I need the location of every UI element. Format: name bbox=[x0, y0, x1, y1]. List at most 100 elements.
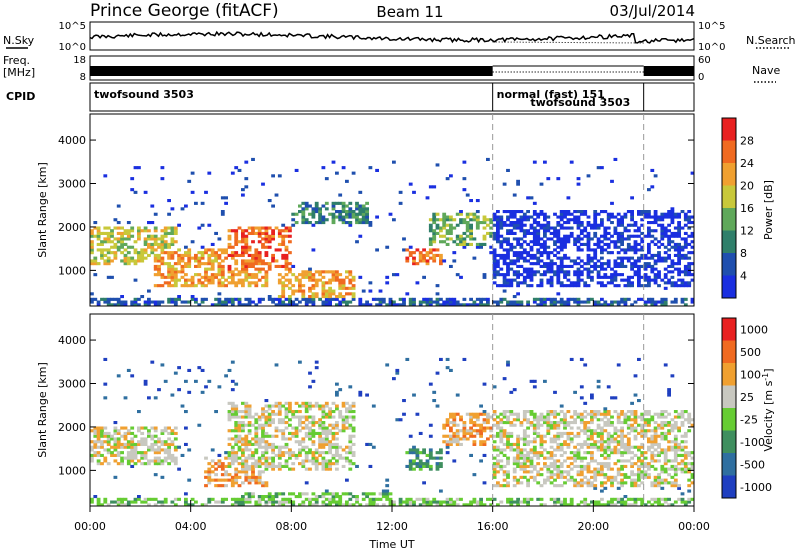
echo-cell bbox=[351, 292, 356, 296]
echo-cell bbox=[506, 231, 510, 235]
echo-cell bbox=[650, 185, 655, 189]
echo-cell bbox=[586, 503, 591, 507]
echo-cell bbox=[449, 429, 453, 433]
echo-cell bbox=[677, 267, 681, 271]
echo-cell bbox=[553, 484, 557, 488]
echo-cell bbox=[600, 221, 604, 225]
echo-cell bbox=[167, 445, 171, 449]
echo-cell bbox=[244, 456, 249, 460]
echo-cell bbox=[190, 171, 195, 175]
echo-cell bbox=[650, 451, 655, 455]
echo-cell bbox=[637, 259, 641, 263]
echo-cell bbox=[532, 437, 537, 441]
echo-cell bbox=[653, 278, 658, 282]
echo-cell bbox=[90, 259, 94, 263]
echo-cell bbox=[673, 281, 678, 285]
echo-cell bbox=[160, 500, 165, 504]
freq-tick-bottom: 8 bbox=[80, 72, 86, 83]
echo-cell bbox=[103, 448, 108, 452]
echo-cell bbox=[335, 445, 339, 449]
echo-cell bbox=[116, 442, 121, 446]
echo-cell bbox=[499, 451, 504, 455]
echo-cell bbox=[459, 275, 463, 279]
echo-cell bbox=[506, 473, 510, 477]
echo-cell bbox=[512, 448, 517, 452]
echo-cell bbox=[321, 270, 326, 274]
echo-cell bbox=[536, 237, 541, 241]
echo-cell bbox=[499, 234, 504, 238]
echo-cell bbox=[428, 300, 433, 304]
echo-cell bbox=[187, 448, 192, 452]
echo-cell bbox=[610, 497, 614, 501]
echo-cell bbox=[647, 188, 651, 192]
echo-cell bbox=[556, 475, 561, 479]
echo-cell bbox=[583, 451, 588, 455]
echo-cell bbox=[230, 281, 235, 285]
echo-cell bbox=[502, 278, 507, 282]
echo-cell bbox=[586, 242, 591, 246]
echo-cell bbox=[590, 451, 594, 455]
echo-cell bbox=[271, 503, 275, 507]
echo-cell bbox=[227, 401, 232, 405]
echo-cell bbox=[687, 218, 692, 222]
echo-cell bbox=[670, 484, 675, 488]
echo-cell bbox=[603, 237, 608, 241]
echo-cell bbox=[459, 429, 463, 433]
echo-cell bbox=[301, 503, 306, 507]
echo-cell bbox=[512, 259, 517, 263]
echo-cell bbox=[214, 273, 218, 277]
echo-cell bbox=[660, 212, 665, 216]
echo-cell bbox=[683, 284, 688, 288]
colorbar-tick-label: 24 bbox=[740, 157, 754, 170]
echo-cell bbox=[264, 440, 269, 444]
echo-cell bbox=[673, 262, 678, 266]
freq-trace bbox=[90, 65, 694, 76]
echo-cell bbox=[613, 262, 618, 266]
echo-cell bbox=[230, 503, 235, 507]
echo-cell bbox=[251, 495, 255, 499]
echo-cell bbox=[509, 221, 514, 225]
echo-cell bbox=[449, 174, 453, 178]
echo-cell bbox=[345, 426, 349, 430]
echo-cell bbox=[479, 303, 483, 307]
echo-cell bbox=[116, 500, 121, 504]
echo-cell bbox=[341, 503, 346, 507]
echo-cell bbox=[294, 303, 299, 307]
echo-cell bbox=[445, 300, 450, 304]
echo-cell bbox=[563, 242, 567, 246]
echo-cell bbox=[532, 440, 537, 444]
echo-cell bbox=[536, 234, 541, 238]
echo-cell bbox=[539, 223, 544, 227]
echo-cell bbox=[556, 442, 561, 446]
echo-cell bbox=[412, 300, 416, 304]
echo-cell bbox=[281, 284, 286, 288]
echo-cell bbox=[177, 262, 181, 266]
echo-cell bbox=[170, 456, 175, 460]
echo-cell bbox=[345, 459, 349, 463]
echo-cell bbox=[506, 497, 510, 501]
echo-cell bbox=[529, 215, 534, 219]
echo-cell bbox=[301, 212, 306, 216]
echo-cell bbox=[690, 462, 695, 466]
echo-cell bbox=[311, 497, 316, 501]
echo-cell bbox=[348, 215, 353, 219]
echo-cell bbox=[432, 497, 437, 501]
echo-cell bbox=[298, 492, 302, 496]
echo-cell bbox=[257, 462, 262, 466]
echo-cell bbox=[469, 199, 473, 203]
echo-cell bbox=[502, 442, 507, 446]
echo-cell bbox=[432, 215, 437, 219]
echo-cell bbox=[261, 275, 265, 279]
echo-cell bbox=[623, 264, 628, 268]
echo-cell bbox=[643, 210, 648, 214]
echo-cell bbox=[348, 497, 353, 501]
echo-cell bbox=[647, 500, 651, 504]
echo-cell bbox=[653, 453, 658, 457]
echo-cell bbox=[301, 218, 306, 222]
echo-cell bbox=[465, 226, 470, 230]
echo-cell bbox=[110, 229, 114, 233]
echo-cell bbox=[304, 453, 309, 457]
echo-cell bbox=[516, 292, 520, 296]
echo-cell bbox=[335, 171, 339, 175]
echo-cell bbox=[637, 473, 641, 477]
